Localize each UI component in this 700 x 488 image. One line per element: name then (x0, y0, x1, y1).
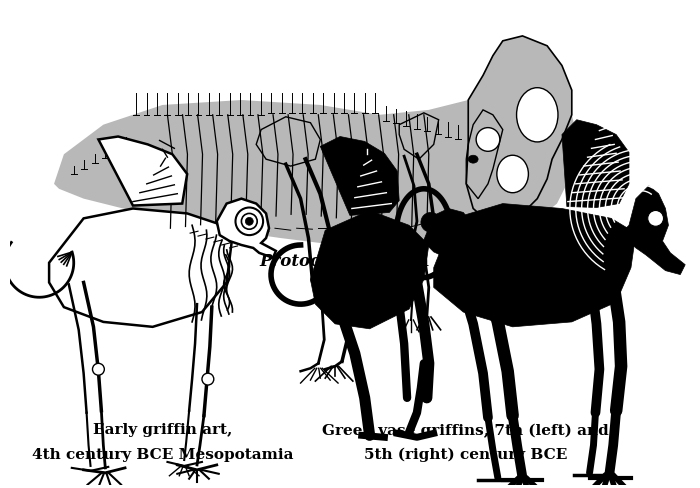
Text: 5th (right) century BCE: 5th (right) century BCE (363, 448, 567, 462)
Circle shape (246, 217, 253, 225)
Polygon shape (424, 208, 483, 272)
Polygon shape (310, 210, 429, 329)
Polygon shape (626, 186, 685, 275)
Circle shape (235, 207, 263, 235)
Polygon shape (434, 203, 636, 327)
Polygon shape (466, 36, 572, 224)
Ellipse shape (517, 88, 558, 142)
Ellipse shape (497, 155, 528, 193)
Circle shape (476, 128, 500, 151)
Circle shape (421, 212, 440, 232)
Text: skeleton: skeleton (344, 253, 429, 270)
Polygon shape (49, 208, 232, 327)
Text: Protoceratops: Protoceratops (260, 253, 391, 270)
Text: 4th century BCE Mesopotamia: 4th century BCE Mesopotamia (32, 448, 293, 462)
Ellipse shape (468, 155, 478, 163)
Text: Greek vase griffins, 7th (left) and: Greek vase griffins, 7th (left) and (322, 423, 609, 438)
Text: Early griffin art,: Early griffin art, (93, 424, 232, 437)
Polygon shape (99, 137, 187, 205)
Circle shape (648, 210, 664, 226)
Polygon shape (562, 120, 629, 207)
Polygon shape (217, 199, 276, 258)
Circle shape (92, 364, 104, 375)
Polygon shape (321, 137, 399, 215)
Circle shape (202, 373, 214, 385)
Polygon shape (54, 56, 577, 248)
